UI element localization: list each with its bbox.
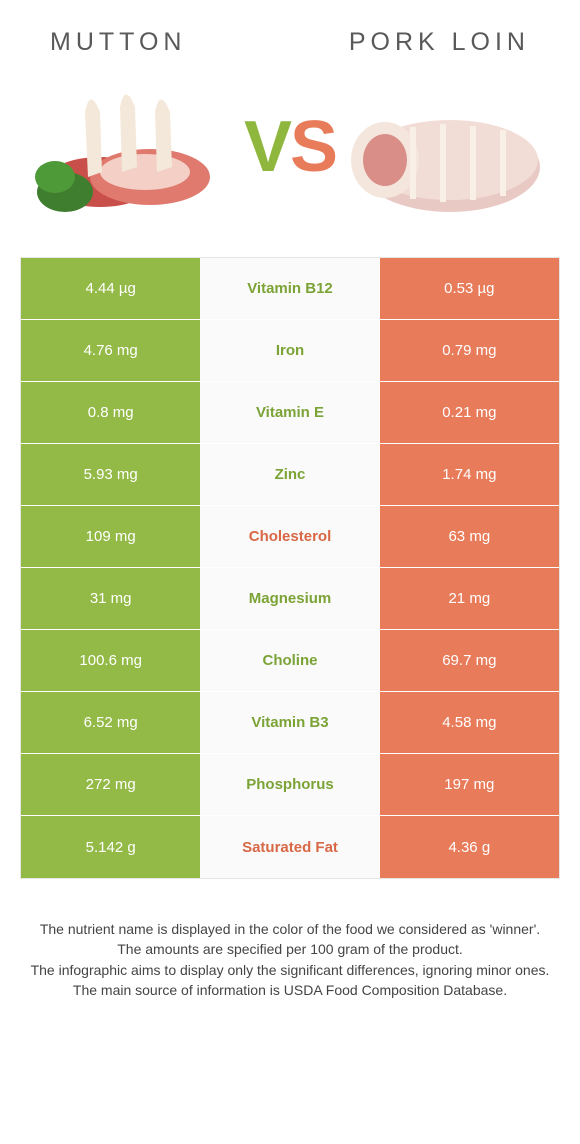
vs-s: S [290, 107, 336, 187]
table-row: 100.6 mgCholine69.7 mg [21, 630, 559, 692]
footer-line: The nutrient name is displayed in the co… [30, 919, 550, 939]
table-row: 0.8 mgVitamin E0.21 mg [21, 382, 559, 444]
right-value: 197 mg [380, 754, 559, 815]
left-value: 6.52 mg [21, 692, 200, 753]
left-value: 100.6 mg [21, 630, 200, 691]
left-value: 4.76 mg [21, 320, 200, 381]
table-row: 5.142 gSaturated Fat4.36 g [21, 816, 559, 878]
pork-loin-image [340, 72, 550, 222]
table-row: 31 mgMagnesium21 mg [21, 568, 559, 630]
footer-notes: The nutrient name is displayed in the co… [0, 879, 580, 1000]
vs-v: V [244, 107, 290, 187]
nutrient-table: 4.44 µgVitamin B120.53 µg4.76 mgIron0.79… [20, 257, 560, 879]
nutrient-label: Zinc [200, 444, 379, 505]
right-value: 69.7 mg [380, 630, 559, 691]
left-value: 5.142 g [21, 816, 200, 878]
footer-line: The infographic aims to display only the… [30, 960, 550, 980]
right-value: 63 mg [380, 506, 559, 567]
right-value: 21 mg [380, 568, 559, 629]
nutrient-label: Phosphorus [200, 754, 379, 815]
mutton-image [30, 72, 240, 222]
footer-line: The amounts are specified per 100 gram o… [30, 939, 550, 959]
left-value: 272 mg [21, 754, 200, 815]
nutrient-label: Vitamin B3 [200, 692, 379, 753]
table-row: 6.52 mgVitamin B34.58 mg [21, 692, 559, 754]
right-value: 1.74 mg [380, 444, 559, 505]
footer-line: The main source of information is USDA F… [30, 980, 550, 1000]
right-value: 0.79 mg [380, 320, 559, 381]
table-row: 272 mgPhosphorus197 mg [21, 754, 559, 816]
left-value: 4.44 µg [21, 258, 200, 319]
nutrient-label: Magnesium [200, 568, 379, 629]
left-value: 5.93 mg [21, 444, 200, 505]
left-food-title: Mutton [50, 28, 186, 57]
header: Mutton Pork loin [0, 0, 580, 67]
right-value: 0.53 µg [380, 258, 559, 319]
nutrient-label: Cholesterol [200, 506, 379, 567]
right-value: 4.58 mg [380, 692, 559, 753]
nutrient-label: Vitamin E [200, 382, 379, 443]
right-food-title: Pork loin [349, 28, 530, 57]
nutrient-label: Iron [200, 320, 379, 381]
left-value: 109 mg [21, 506, 200, 567]
vs-label: VS [244, 106, 336, 188]
table-row: 4.76 mgIron0.79 mg [21, 320, 559, 382]
table-row: 109 mgCholesterol63 mg [21, 506, 559, 568]
nutrient-label: Vitamin B12 [200, 258, 379, 319]
left-value: 31 mg [21, 568, 200, 629]
nutrient-label: Choline [200, 630, 379, 691]
table-row: 4.44 µgVitamin B120.53 µg [21, 258, 559, 320]
left-value: 0.8 mg [21, 382, 200, 443]
right-value: 4.36 g [380, 816, 559, 878]
table-row: 5.93 mgZinc1.74 mg [21, 444, 559, 506]
hero: VS [0, 67, 580, 257]
nutrient-label: Saturated Fat [200, 816, 379, 878]
right-value: 0.21 mg [380, 382, 559, 443]
